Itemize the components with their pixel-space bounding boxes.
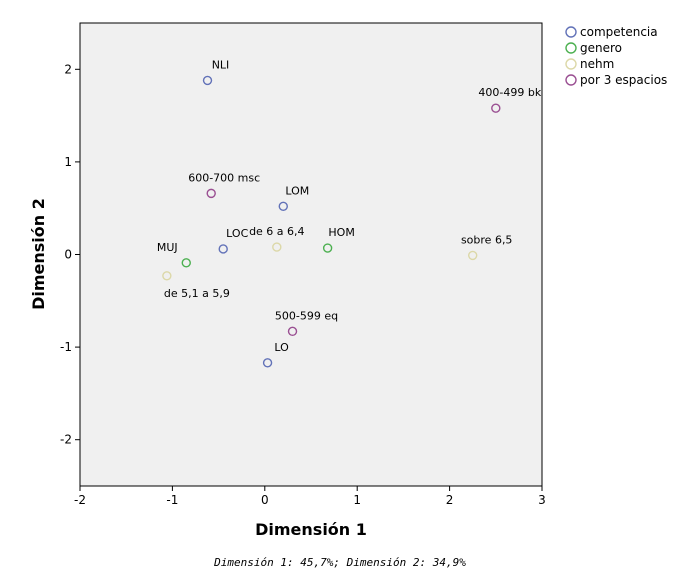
point-hom (322, 243, 333, 253)
legend-label-nehm: nehm (580, 57, 614, 71)
legend-label-competencia: competencia (580, 25, 658, 39)
legend-label-genero: genero (580, 41, 622, 55)
point-lo (262, 358, 273, 368)
legend-marker-por-3-espacios (565, 74, 577, 86)
y-tick-label: 0 (64, 248, 72, 262)
plot-area (79, 22, 543, 487)
point-600-700-msc (206, 188, 216, 199)
point-de-5-1-a-5-9 (162, 271, 172, 281)
legend-label-por-3-espacios: por 3 espacios (580, 73, 667, 87)
point-label-500-599-eq: 500-599 eq (275, 309, 338, 322)
x-tick-label: 2 (446, 493, 454, 507)
point-label-600-700-msc: 600-700 msc (188, 171, 260, 184)
point-label-lom: LOM (285, 184, 309, 197)
point-label-de-5-1-a-5-9: de 5,1 a 5,9 (164, 287, 230, 300)
figure-caption: Dimensión 1: 45,7%; Dimensión 2: 34,9% (214, 556, 466, 569)
legend-marker-competencia (565, 26, 577, 38)
point-400-499-bk (491, 103, 501, 113)
x-tick-label: -2 (74, 493, 86, 507)
point-label-nli: NLI (212, 58, 230, 71)
point-500-599-eq (287, 326, 298, 337)
legend-marker-genero (565, 42, 577, 54)
y-tick-label: -2 (60, 433, 72, 447)
y-axis-title: Dimensión 2 (29, 198, 48, 310)
x-tick-label: -1 (166, 493, 178, 507)
point-nli (202, 75, 213, 86)
point-de-6-a-6-4 (272, 242, 282, 252)
y-tick-label: -1 (60, 340, 72, 354)
point-label-loc: LOC (226, 227, 248, 240)
point-muj (181, 258, 191, 268)
point-label-muj: MUJ (157, 241, 178, 254)
y-tick-label: 1 (64, 155, 72, 169)
point-label-hom: HOM (328, 226, 354, 239)
legend-marker-nehm (565, 58, 577, 70)
x-axis-title: Dimensión 1 (255, 520, 367, 539)
point-label-de-6-a-6-4: de 6 a 6,4 (249, 225, 304, 238)
point-label-400-499-bk: 400-499 bk (478, 86, 541, 99)
point-label-lo: LO (274, 341, 289, 354)
x-tick-label: 0 (261, 493, 269, 507)
x-tick-label: 3 (538, 493, 546, 507)
point-label-sobre-6-5: sobre 6,5 (461, 233, 512, 246)
point-lom (278, 201, 288, 212)
point-loc (218, 244, 228, 254)
point-sobre-6-5 (468, 250, 478, 261)
x-tick-label: 1 (353, 493, 361, 507)
y-tick-label: 2 (64, 62, 72, 76)
